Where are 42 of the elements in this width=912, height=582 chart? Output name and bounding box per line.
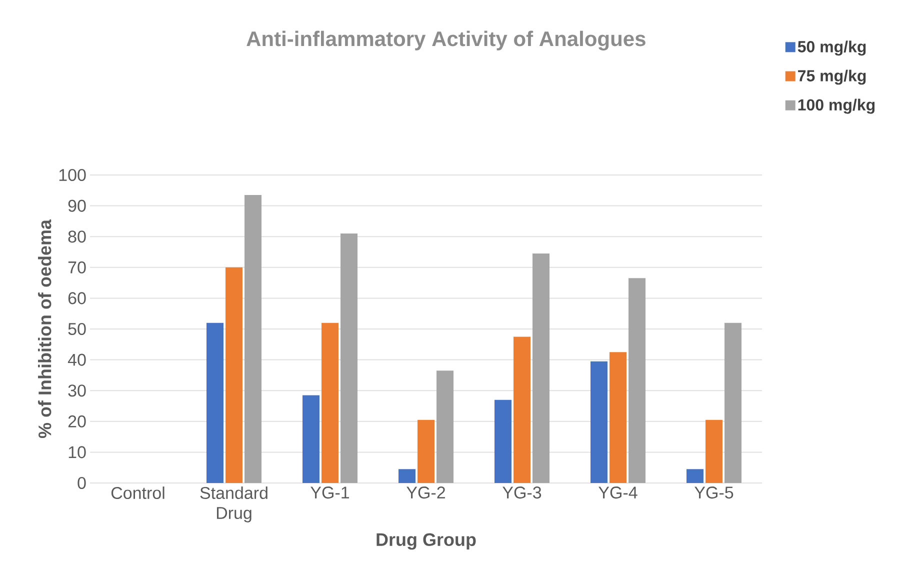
x-tick-label: YG-4 [598, 486, 638, 499]
bar [226, 267, 243, 483]
bar [532, 254, 550, 483]
bar [418, 420, 435, 483]
bar [590, 361, 608, 483]
x-tick-label: YG-1 [310, 486, 350, 499]
y-tick-label: 70 [68, 261, 86, 274]
bar [206, 322, 224, 483]
bar [628, 278, 646, 483]
chart-title: Anti-inflammatory Activity of Analogues [246, 30, 646, 50]
bar [322, 322, 339, 483]
bar [340, 234, 358, 483]
y-tick-label: 50 [68, 322, 86, 336]
bar [724, 322, 742, 483]
x-axis-title: Drug Group [376, 533, 476, 550]
x-tick-label: Control [111, 486, 164, 500]
y-tick-label: 90 [68, 200, 86, 212]
bar [302, 395, 320, 483]
bar [514, 336, 530, 483]
bar [686, 469, 704, 483]
bar [436, 370, 454, 483]
bar [398, 469, 416, 483]
y-tick-label: 40 [68, 354, 86, 366]
legend-label: 100 mg/kg [798, 98, 875, 114]
legend-label: 50 mg/kg [798, 40, 866, 56]
y-tick-label: 60 [68, 292, 86, 304]
y-tick-label: 100 [59, 168, 86, 182]
y-tick-label: 80 [68, 230, 86, 243]
bar [494, 400, 512, 483]
x-tick-label: YG-3 [502, 486, 542, 499]
legend-label: 75 mg/kg [798, 70, 866, 85]
x-tick-label: Standard Drug [200, 486, 268, 522]
bar [244, 195, 262, 483]
bar [706, 420, 723, 483]
y-tick-label: 30 [68, 384, 86, 397]
y-axis-title: % of Inhibition of oedema [38, 219, 52, 438]
bar [610, 352, 626, 483]
y-tick-label: 0 [78, 476, 86, 490]
y-tick-label: 10 [68, 446, 86, 458]
y-tick-label: 20 [68, 415, 86, 428]
x-tick-label: YG-5 [694, 486, 734, 499]
x-tick-label: YG-2 [406, 486, 445, 499]
